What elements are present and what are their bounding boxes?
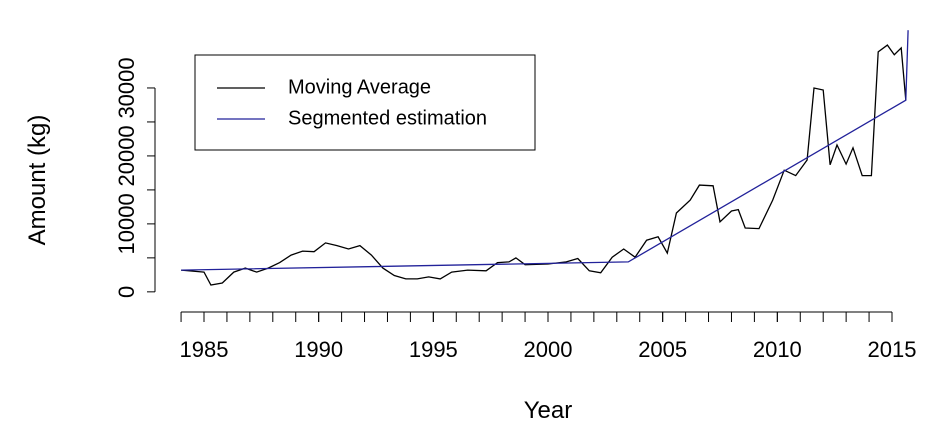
x-tick-label: 2015 — [868, 337, 917, 362]
legend-label: Segmented estimation — [288, 107, 487, 129]
x-axis-label: Year — [524, 397, 573, 424]
x-tick-label: 2005 — [638, 337, 687, 362]
x-tick-label: 1990 — [294, 337, 343, 362]
y-tick-label: 30000 — [114, 57, 139, 118]
y-tick-label: 0 — [114, 286, 139, 298]
legend-box — [194, 54, 536, 151]
x-tick-label: 1985 — [180, 337, 229, 362]
y-tick-label: 20000 — [114, 125, 139, 186]
data-line — [181, 44, 907, 286]
data-line — [181, 30, 909, 271]
x-tick-label: 2000 — [524, 337, 573, 362]
y-axis-label: Amount (kg) — [24, 115, 51, 246]
x-tick-label: 1995 — [409, 337, 458, 362]
x-tick-label: 2010 — [753, 337, 802, 362]
legend-label: Moving Average — [288, 76, 431, 98]
y-tick-label: 10000 — [114, 193, 139, 254]
